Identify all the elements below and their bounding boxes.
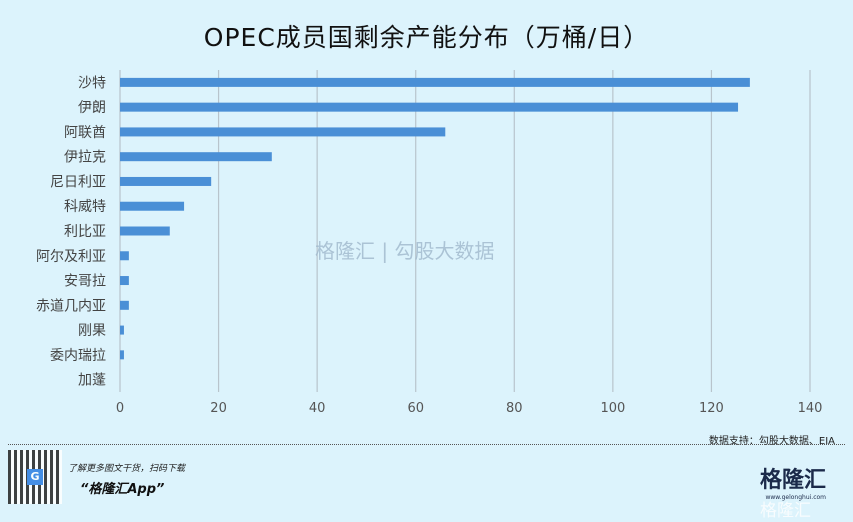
bar — [120, 276, 129, 286]
bar — [120, 325, 124, 335]
category-label: 尼日利亚 — [50, 174, 106, 190]
brand-logo: 格隆汇 www.gelonghui.com — [760, 468, 827, 501]
x-tick-label: 0 — [116, 401, 124, 416]
category-label: 阿联酋 — [64, 124, 106, 141]
chart-title: OPEC成员国剩余产能分布（万桶/日） — [203, 23, 650, 52]
divider — [8, 444, 845, 445]
bar — [120, 350, 124, 360]
category-label: 伊拉克 — [64, 150, 106, 166]
category-label: 赤道几内亚 — [36, 298, 106, 314]
bar — [120, 176, 212, 186]
category-label: 科威特 — [64, 199, 106, 215]
category-label: 安哥拉 — [64, 274, 106, 290]
x-tick-label: 80 — [506, 401, 523, 416]
x-tick-label: 120 — [699, 401, 724, 416]
bar — [120, 152, 272, 162]
bar — [120, 300, 129, 310]
corner-watermark: 格隆汇 — [760, 501, 811, 521]
category-label: 阿尔及利亚 — [36, 249, 106, 265]
source-note: 数据支持：勾股大数据、EIA — [708, 436, 835, 447]
category-label: 沙特 — [78, 75, 106, 91]
app-name: “格隆汇App” — [80, 482, 165, 497]
bar — [120, 201, 185, 211]
category-label: 委内瑞拉 — [50, 348, 106, 364]
x-tick-label: 40 — [309, 401, 326, 416]
bar — [120, 251, 129, 261]
bar-chart: 0 20 40 60 80 100 120 140 沙特伊朗阿联酋伊拉克尼日利亚科威特利比亚阿尔… — [36, 70, 823, 416]
bar — [120, 127, 446, 137]
x-tick-label: 140 — [798, 401, 823, 416]
category-label: 伊朗 — [78, 100, 106, 116]
promo-text: 了解更多图文干货，扫码下载 — [68, 464, 186, 474]
bar — [120, 102, 739, 112]
watermark: 格隆汇 | 勾股大数据 — [315, 239, 495, 263]
x-tick-label: 60 — [407, 401, 424, 416]
bar — [120, 77, 750, 87]
category-label: 刚果 — [78, 323, 106, 339]
category-label: 加蓬 — [78, 373, 106, 389]
qr-code: G — [8, 450, 62, 504]
category-label: 利比亚 — [64, 224, 106, 240]
x-tick-label: 20 — [210, 401, 227, 416]
bar — [120, 226, 170, 236]
x-tick-label: 100 — [600, 401, 625, 416]
